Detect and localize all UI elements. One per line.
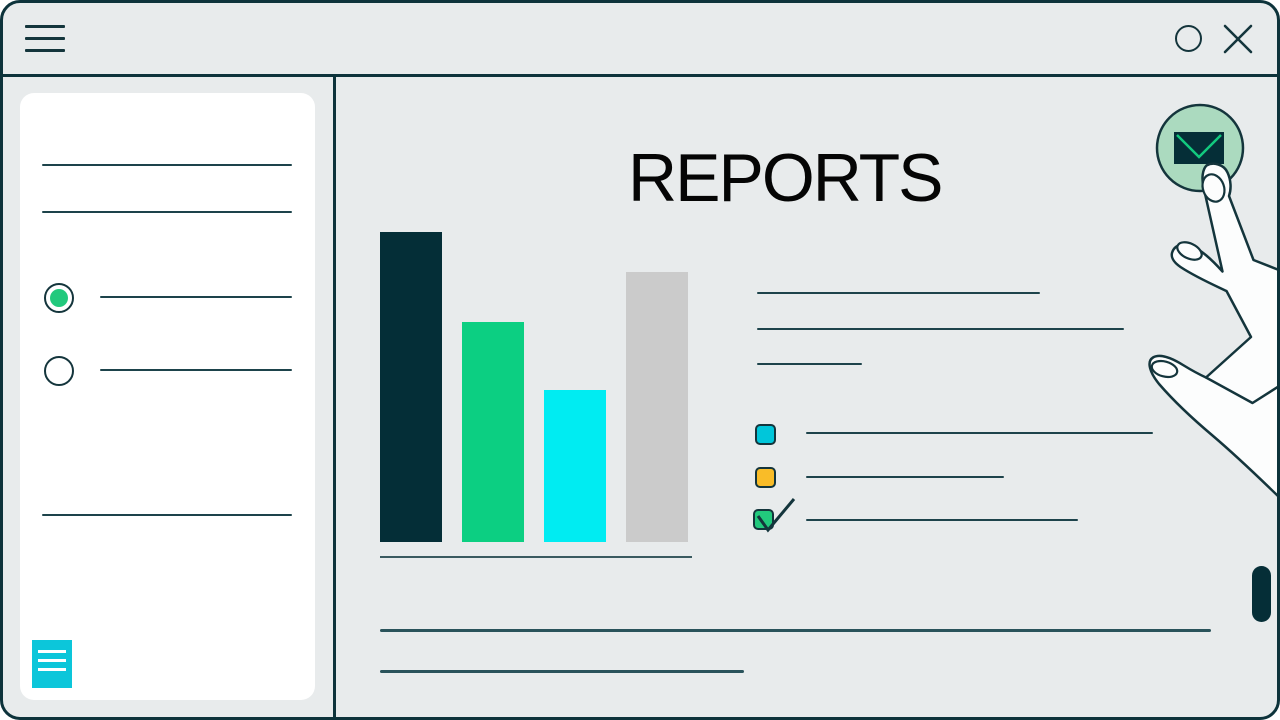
checklist-row (755, 424, 1185, 464)
checkbox[interactable] (753, 509, 774, 530)
email-button[interactable] (1153, 101, 1247, 195)
text-placeholder-line (757, 363, 862, 365)
middle-fingernail (1176, 241, 1203, 261)
sidebar-divider (333, 77, 336, 720)
text-placeholder-line (100, 296, 292, 298)
chart-bar (462, 322, 524, 542)
chart-bar (626, 272, 688, 542)
envelope-icon (1174, 132, 1224, 164)
hamburger-bar (25, 37, 65, 40)
page-title: REPORTS (628, 140, 943, 216)
hamburger-menu-icon[interactable] (25, 25, 65, 52)
titlebar (0, 0, 1280, 77)
text-placeholder-line (100, 369, 292, 371)
radio-dot (50, 289, 68, 307)
thumb-fingernail (1150, 359, 1179, 379)
checkbox[interactable] (755, 467, 776, 488)
hamburger-bar (25, 25, 65, 28)
text-placeholder-line (42, 164, 292, 166)
chart-bar (544, 390, 606, 542)
checklist-row (755, 467, 1185, 507)
checkmark-icon (756, 498, 796, 533)
text-placeholder-line (806, 476, 1004, 478)
radio-option-unselected[interactable] (44, 356, 74, 386)
checkbox[interactable] (755, 424, 776, 445)
close-icon (1223, 24, 1253, 54)
envelope-flap (1176, 134, 1222, 159)
text-placeholder-line (380, 670, 744, 673)
close-button[interactable] (1221, 22, 1255, 56)
bar-chart (380, 232, 689, 542)
doc-icon-line (38, 659, 66, 662)
circle-window-button[interactable] (1175, 25, 1202, 52)
radio-option-selected[interactable] (44, 283, 74, 313)
text-placeholder-line (757, 292, 1040, 294)
chart-bar (380, 232, 442, 542)
doc-icon-line (38, 668, 66, 671)
checklist-row (753, 498, 1183, 549)
doc-icon-line (38, 650, 66, 653)
scrollbar-thumb[interactable] (1252, 566, 1271, 622)
text-placeholder-line (380, 629, 1211, 632)
text-placeholder-line (806, 432, 1153, 434)
chart-axis-line (380, 556, 692, 558)
document-list-icon[interactable] (32, 640, 72, 688)
hamburger-bar (25, 49, 65, 52)
sidebar-panel (20, 93, 315, 700)
text-placeholder-line (757, 328, 1124, 330)
palm-crease-line (1205, 376, 1280, 405)
text-placeholder-line (42, 514, 292, 516)
text-placeholder-line (806, 519, 1078, 521)
text-placeholder-line (42, 211, 292, 213)
